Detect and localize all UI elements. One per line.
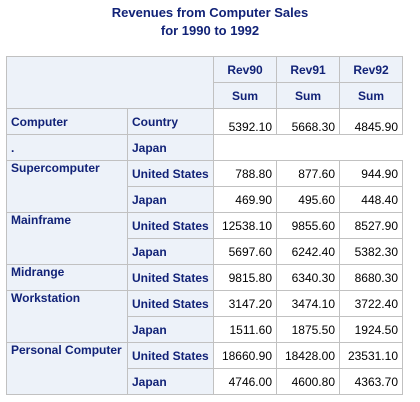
stat-header-sum: Sum xyxy=(339,82,403,109)
value-cell: 877.60 xyxy=(276,160,340,187)
country-cell: Japan xyxy=(127,316,214,343)
value-cell: 23531.10 xyxy=(339,342,403,369)
table-row: Personal Computer United States 18660.90 18… xyxy=(6,342,403,395)
value-cell: 5668.30 xyxy=(276,108,340,135)
country-cell: United States xyxy=(127,264,214,291)
value-cell: 469.90 xyxy=(213,186,277,213)
value-cell: 495.60 xyxy=(276,186,340,213)
table-row: Mainframe United States 12538.10 9855.60 852… xyxy=(6,212,403,265)
value-cell: 6340.30 xyxy=(276,264,340,291)
value-cell: 944.90 xyxy=(339,160,403,187)
value-cell: 3722.40 xyxy=(339,290,403,317)
value-cell: 4845.90 xyxy=(339,108,403,135)
computer-cell: Personal Computer xyxy=(6,342,128,395)
table-row: Workstation United States 3147.20 3474.10 37… xyxy=(6,290,403,343)
value-cell: 4746.00 xyxy=(213,368,277,395)
country-cell: United States xyxy=(127,160,214,187)
country-cell: Japan xyxy=(127,368,214,395)
country-cell: United States xyxy=(127,290,214,317)
report-title: Revenues from Computer Sales xyxy=(111,5,309,20)
value-cell: 1875.50 xyxy=(276,316,340,343)
value-cell: 1924.50 xyxy=(339,316,403,343)
value-cell: 18428.00 xyxy=(276,342,340,369)
value-cell: 9855.60 xyxy=(276,212,340,239)
value-cell: 4363.70 xyxy=(339,368,403,395)
country-cell: United States xyxy=(127,342,214,369)
column-header-rev91: Rev91 xyxy=(276,56,340,83)
value-cell: 5382.30 xyxy=(339,238,403,265)
value-cell: 3474.10 xyxy=(276,290,340,317)
computer-cell: Midrange xyxy=(6,264,128,291)
value-cell: 18660.90 xyxy=(213,342,277,369)
value-cell: 5392.10 xyxy=(213,108,277,135)
value-cell: 12538.10 xyxy=(213,212,277,239)
table-row: Japan 469.90 495.60 448.40 xyxy=(7,186,403,213)
value-cell: 4600.80 xyxy=(276,368,340,395)
column-header-rev90: Rev90 xyxy=(213,56,277,83)
value-cell: 8527.90 xyxy=(339,212,403,239)
table-row: Midrange United States 9815.80 6340.30 8680.… xyxy=(6,264,403,291)
value-cell: 5697.60 xyxy=(213,238,277,265)
value-cell: 6242.40 xyxy=(276,238,340,265)
value-cell: 3147.20 xyxy=(213,290,277,317)
report-subtitle: for 1990 to 1992 xyxy=(160,23,260,38)
column-header-rev92: Rev92 xyxy=(339,56,403,83)
row-header-computer: Computer xyxy=(6,108,128,135)
revenue-table: Rev90 Rev91 Rev92 Sum Sum Sum Computer C… xyxy=(6,56,403,395)
country-cell: Japan xyxy=(127,186,214,213)
value-cell: 9815.80 xyxy=(213,264,277,291)
table-row: Japan 4746.00 4600.80 4363.70 xyxy=(7,368,403,395)
header-corner xyxy=(6,56,214,109)
table-row: . Japan xyxy=(6,134,403,161)
stat-header-sum: Sum xyxy=(213,82,277,109)
row-header-country: Country xyxy=(127,108,214,135)
computer-cell: . xyxy=(6,134,128,161)
value-cell: 8680.30 xyxy=(339,264,403,291)
computer-cell: Supercomputer xyxy=(6,160,128,213)
table-row: Japan 1511.60 1875.50 1924.50 xyxy=(7,316,403,343)
country-cell: Japan xyxy=(127,238,214,265)
country-cell: Japan xyxy=(127,134,214,161)
table-row: Japan 5697.60 6242.40 5382.30 xyxy=(7,238,403,265)
computer-cell: Mainframe xyxy=(6,212,128,265)
stat-header-sum: Sum xyxy=(276,82,340,109)
computer-cell: Workstation xyxy=(6,290,128,343)
value-cell: 788.80 xyxy=(213,160,277,187)
country-cell: United States xyxy=(127,212,214,239)
value-cell: 1511.60 xyxy=(213,316,277,343)
table-row: Supercomputer United States 788.80 877.60 94… xyxy=(6,160,403,213)
value-cell: 448.40 xyxy=(339,186,403,213)
